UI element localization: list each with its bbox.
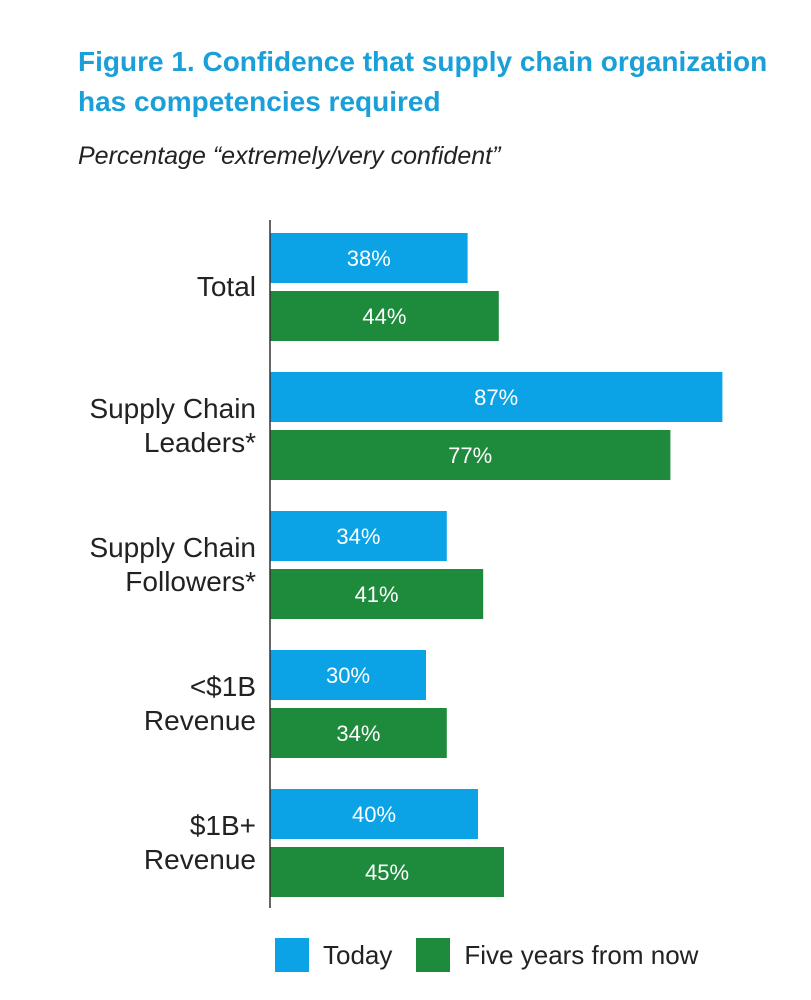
legend-item-five-years: Five years from now (416, 938, 698, 972)
bar-five-years (270, 291, 499, 341)
data-label-today: 87% (474, 385, 518, 410)
data-label-today: 40% (352, 802, 396, 827)
bar-five-years (270, 569, 484, 619)
bar-today (270, 511, 447, 561)
category-label: Total (197, 271, 256, 302)
category-label: Supply Chain (89, 393, 256, 424)
category-label: Leaders* (144, 427, 256, 458)
bar-today (270, 372, 723, 422)
legend: Today Five years from now (275, 938, 722, 972)
data-label-today: 30% (326, 663, 370, 688)
data-label-five-years: 45% (365, 860, 409, 885)
category-label: <$1B (190, 671, 256, 702)
category-label: Followers* (125, 566, 256, 597)
data-label-today: 38% (347, 246, 391, 271)
category-label: Revenue (144, 844, 256, 875)
chart-subtitle: Percentage “extremely/very confident” (78, 142, 501, 170)
bar-five-years (270, 430, 671, 480)
data-label-today: 34% (336, 524, 380, 549)
legend-item-today: Today (275, 938, 392, 972)
chart-title: Figure 1. Confidence that supply chain o… (78, 46, 768, 117)
bar-today (270, 789, 478, 839)
data-label-five-years: 41% (355, 582, 399, 607)
data-label-five-years: 44% (362, 304, 406, 329)
legend-swatch-today (275, 938, 309, 972)
legend-swatch-five-years (416, 938, 451, 972)
category-label: Supply Chain (89, 532, 256, 563)
bar-today (270, 233, 468, 283)
data-label-five-years: 34% (336, 721, 380, 746)
category-label: $1B+ (190, 810, 256, 841)
category-label: Revenue (144, 705, 256, 736)
bar-five-years (270, 847, 504, 897)
data-label-five-years: 77% (448, 443, 492, 468)
bar-five-years (270, 708, 447, 758)
legend-label-five-years: Five years from now (464, 939, 699, 970)
bar-today (270, 650, 426, 700)
legend-label-today: Today (323, 939, 393, 970)
